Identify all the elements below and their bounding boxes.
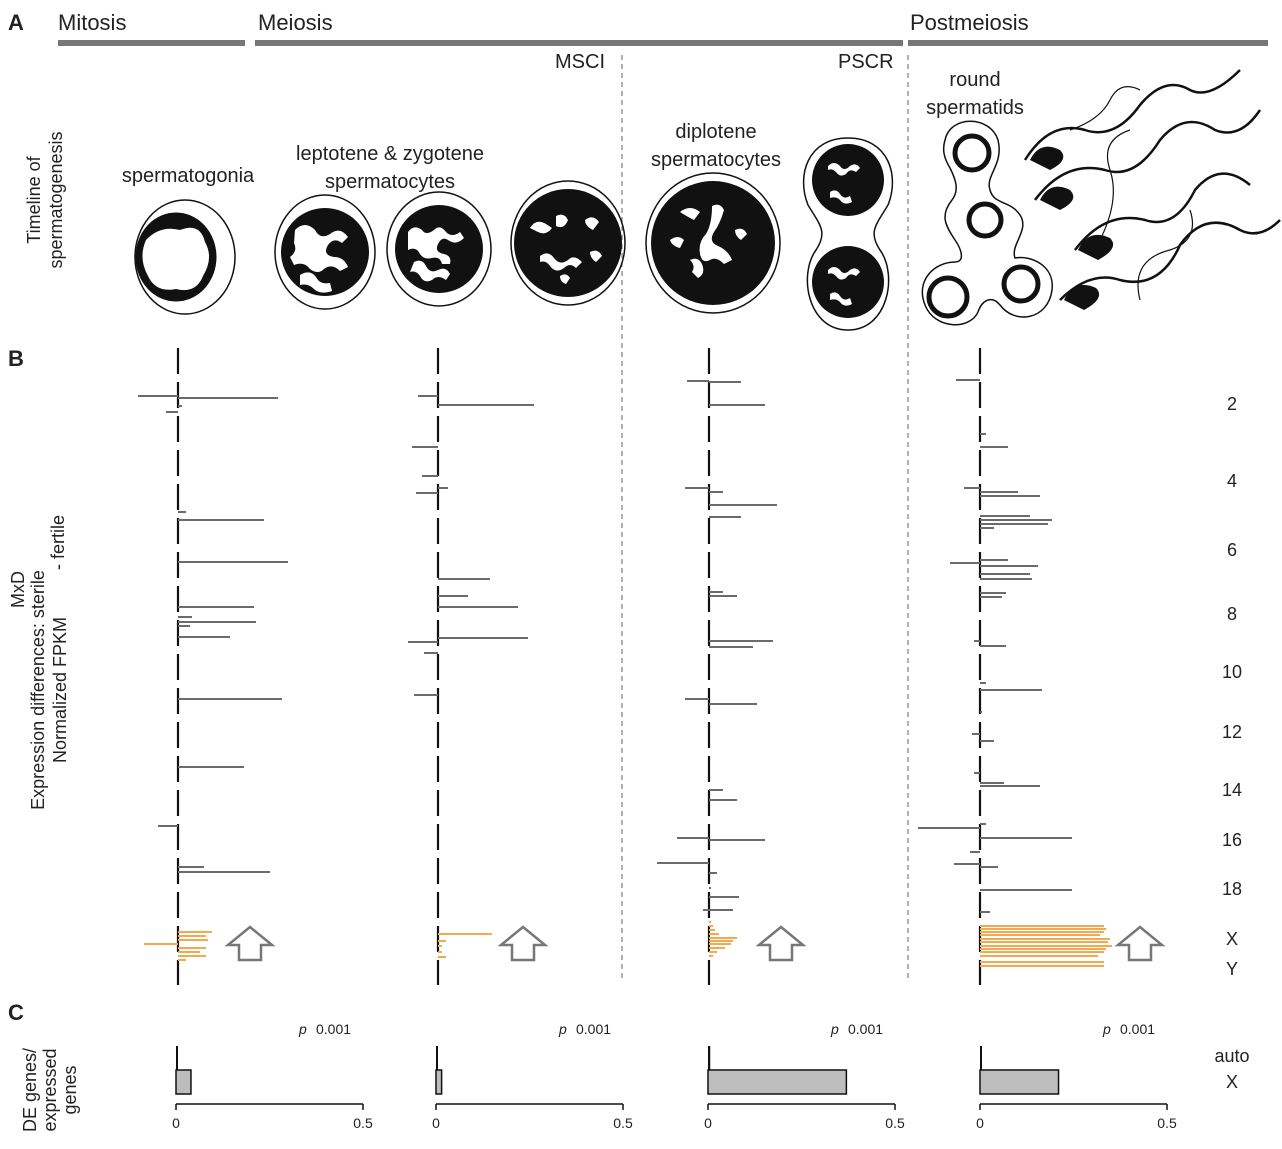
arrow-up-icon <box>497 925 549 962</box>
x-tick-label: 0 <box>172 1115 180 1131</box>
x-upregulation-arrows <box>224 925 1166 962</box>
svg-text:- fertile: - fertile <box>48 515 68 570</box>
stage-postmeiosis: Postmeiosis <box>910 10 1029 35</box>
lepzyg-label-1: leptotene & zygotene <box>296 143 484 165</box>
spermatogonia-label: spermatogonia <box>122 165 255 187</box>
leptotene-cell-1-illustration <box>274 194 376 310</box>
postmeiosis-bar <box>908 40 1268 46</box>
p-value: 0.001 <box>316 1021 351 1037</box>
panel-b-zero-axes <box>176 348 982 985</box>
p-prefix: p <box>830 1021 839 1037</box>
arrow-up-icon <box>1114 925 1166 962</box>
svg-text:expressed: expressed <box>40 1048 60 1131</box>
x-tick-label: 0 <box>704 1115 712 1131</box>
bar-x <box>979 1069 1060 1095</box>
bar-x <box>707 1069 848 1095</box>
svg-text:Timeline of: Timeline of <box>24 155 44 243</box>
chromosome-label: 14 <box>1222 780 1242 800</box>
panel-b-label: B <box>8 346 24 371</box>
svg-text:DE genes/: DE genes/ <box>20 1048 40 1132</box>
bar-auto <box>980 1046 982 1070</box>
svg-text:genes: genes <box>60 1065 80 1114</box>
bar-auto <box>436 1046 438 1070</box>
expression-axis-label: Expression differences: sterile MxD - fe… <box>8 515 70 810</box>
stage-mitosis: Mitosis <box>58 10 126 35</box>
chromosome-labels: 2 4 6 8 10 12 14 16 18 X Y <box>1222 394 1242 979</box>
elongating-spermatids-illustration <box>1023 69 1281 310</box>
x-tick-label: 0.5 <box>353 1115 373 1131</box>
round-label-1: round <box>949 69 1000 91</box>
chromosome-label: 10 <box>1222 662 1242 682</box>
meiosis-bar <box>255 40 903 46</box>
chromosome-label: Y <box>1226 959 1238 979</box>
x-tick-label: 0.5 <box>885 1115 905 1131</box>
p-prefix: p <box>1102 1021 1111 1037</box>
bar-auto <box>708 1046 711 1070</box>
stage-meiosis: Meiosis <box>258 10 333 35</box>
zygotene-cell-illustration <box>386 191 492 307</box>
diplotene-label-2: spermatocytes <box>651 149 781 171</box>
p-value: 0.001 <box>848 1021 883 1037</box>
chromosome-label: 8 <box>1227 604 1237 624</box>
diplotene-label-1: diplotene <box>675 121 756 143</box>
bar-x <box>435 1069 443 1095</box>
x-tick-label: 0 <box>432 1115 440 1131</box>
bar-auto <box>176 1046 178 1070</box>
spermatogonia-cell-illustration <box>134 199 236 315</box>
chromosome-label: 6 <box>1227 540 1237 560</box>
pscr-label: PSCR <box>838 51 894 73</box>
msci-label: MSCI <box>555 51 605 73</box>
expression-difference-bars <box>138 379 1112 967</box>
x-tick-label: 0.5 <box>613 1115 633 1131</box>
p-prefix: p <box>298 1021 307 1037</box>
mitosis-bar <box>58 40 245 46</box>
chromosome-label: 18 <box>1222 879 1242 899</box>
arrow-up-icon <box>224 925 276 962</box>
svg-text:spermatogenesis: spermatogenesis <box>46 131 66 268</box>
timeline-axis-label: Timeline of spermatogenesis <box>24 131 66 268</box>
bar-x <box>175 1069 192 1095</box>
legend-x: X <box>1226 1072 1238 1092</box>
pachytene-cell-illustration <box>510 180 626 306</box>
p-prefix: p <box>558 1021 567 1037</box>
x-tick-label: 0 <box>976 1115 984 1131</box>
p-value: 0.001 <box>1120 1021 1155 1037</box>
legend-auto: auto <box>1214 1046 1249 1066</box>
chromosome-label: X <box>1226 929 1238 949</box>
svg-text:Expression differences: steril: Expression differences: sterile <box>28 570 48 810</box>
svg-text:MxD: MxD <box>8 571 28 608</box>
chromosome-label: 12 <box>1222 722 1242 742</box>
chromosome-label: 2 <box>1227 394 1237 414</box>
x-tick-label: 0.5 <box>1157 1115 1177 1131</box>
de-genes-axis-label: DE genes/ expressed genes <box>20 1048 80 1132</box>
round-spermatid-illustration <box>921 120 1053 326</box>
p-value: 0.001 <box>576 1021 611 1037</box>
secondary-spermatocyte-illustration <box>802 137 894 331</box>
round-label-2: spermatids <box>926 97 1024 119</box>
panel-a-label: A <box>8 10 24 35</box>
arrow-up-icon <box>755 925 807 962</box>
chromosome-label: 4 <box>1227 471 1237 491</box>
diplotene-cell-illustration <box>645 172 781 314</box>
chromosome-label: 16 <box>1222 830 1242 850</box>
de-genes-bar-charts: 0 0.5 p 0.001 0 0.5 p 0.001 0 0.5 p 0.001 0 0.5 p 0.001 <box>172 1021 1177 1131</box>
panel-c-label: C <box>8 1000 24 1025</box>
svg-text:Normalized FPKM: Normalized FPKM <box>50 617 70 763</box>
lepzyg-label-2: spermatocytes <box>325 171 455 193</box>
